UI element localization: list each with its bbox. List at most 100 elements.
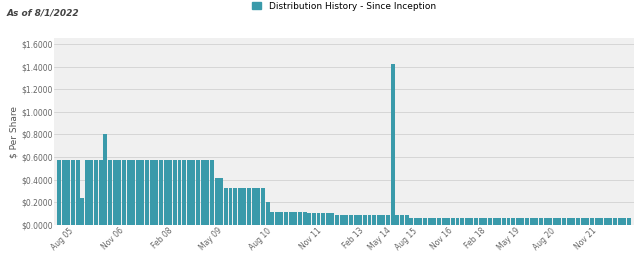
Bar bbox=[252, 188, 255, 225]
Bar bbox=[321, 213, 325, 225]
Bar bbox=[354, 215, 358, 225]
Bar bbox=[340, 215, 344, 225]
Y-axis label: $ Per Share: $ Per Share bbox=[10, 105, 19, 158]
Bar bbox=[210, 160, 214, 225]
Bar bbox=[293, 212, 298, 225]
Bar bbox=[330, 213, 334, 225]
Bar bbox=[344, 215, 348, 225]
Bar bbox=[113, 160, 116, 225]
Bar bbox=[567, 218, 571, 225]
Bar bbox=[446, 218, 450, 225]
Bar bbox=[67, 160, 70, 225]
Bar bbox=[483, 218, 487, 225]
Bar bbox=[191, 160, 195, 225]
Bar bbox=[349, 215, 353, 225]
Bar bbox=[390, 64, 395, 225]
Bar bbox=[214, 178, 218, 225]
Bar bbox=[451, 218, 455, 225]
Bar bbox=[414, 218, 418, 225]
Bar bbox=[266, 202, 269, 225]
Bar bbox=[168, 160, 172, 225]
Bar bbox=[572, 218, 575, 225]
Bar bbox=[303, 212, 307, 225]
Bar bbox=[599, 218, 603, 225]
Bar bbox=[159, 160, 163, 225]
Bar bbox=[61, 160, 66, 225]
Bar bbox=[437, 218, 441, 225]
Bar bbox=[140, 160, 145, 225]
Bar bbox=[196, 160, 200, 225]
Bar bbox=[187, 160, 191, 225]
Bar bbox=[404, 215, 408, 225]
Bar bbox=[298, 212, 302, 225]
Bar bbox=[470, 218, 474, 225]
Bar bbox=[205, 160, 209, 225]
Bar bbox=[423, 218, 427, 225]
Bar bbox=[488, 218, 492, 225]
Bar bbox=[433, 218, 436, 225]
Bar bbox=[396, 215, 399, 225]
Bar bbox=[367, 215, 371, 225]
Bar bbox=[456, 218, 460, 225]
Text: As of 8/1/2022: As of 8/1/2022 bbox=[6, 8, 79, 17]
Bar bbox=[90, 160, 93, 225]
Bar bbox=[312, 213, 316, 225]
Bar bbox=[622, 218, 627, 225]
Bar bbox=[201, 160, 205, 225]
Bar bbox=[590, 218, 594, 225]
Bar bbox=[238, 188, 242, 225]
Bar bbox=[122, 160, 126, 225]
Bar bbox=[289, 212, 292, 225]
Bar bbox=[127, 160, 131, 225]
Bar bbox=[442, 218, 445, 225]
Bar bbox=[511, 218, 515, 225]
Bar bbox=[618, 218, 621, 225]
Bar bbox=[99, 160, 102, 225]
Bar bbox=[131, 160, 135, 225]
Bar bbox=[57, 160, 61, 225]
Bar bbox=[543, 218, 548, 225]
Bar bbox=[474, 218, 478, 225]
Bar bbox=[261, 188, 265, 225]
Bar bbox=[409, 218, 413, 225]
Bar bbox=[553, 218, 557, 225]
Bar bbox=[164, 160, 168, 225]
Bar bbox=[576, 218, 580, 225]
Bar bbox=[609, 218, 612, 225]
Bar bbox=[326, 213, 330, 225]
Bar bbox=[493, 218, 497, 225]
Bar bbox=[580, 218, 584, 225]
Bar bbox=[460, 218, 464, 225]
Bar bbox=[85, 160, 89, 225]
Bar bbox=[419, 218, 422, 225]
Bar bbox=[539, 218, 543, 225]
Bar bbox=[243, 188, 246, 225]
Bar bbox=[557, 218, 561, 225]
Bar bbox=[154, 160, 158, 225]
Bar bbox=[525, 218, 529, 225]
Bar bbox=[530, 218, 534, 225]
Bar bbox=[76, 160, 79, 225]
Bar bbox=[358, 215, 362, 225]
Bar bbox=[280, 212, 284, 225]
Bar bbox=[520, 218, 524, 225]
Bar bbox=[400, 215, 404, 225]
Bar bbox=[497, 218, 501, 225]
Bar bbox=[516, 218, 520, 225]
Bar bbox=[317, 213, 321, 225]
Bar bbox=[548, 218, 552, 225]
Bar bbox=[136, 160, 140, 225]
Bar bbox=[220, 178, 223, 225]
Bar bbox=[275, 212, 279, 225]
Bar bbox=[233, 188, 237, 225]
Bar bbox=[150, 160, 154, 225]
Bar bbox=[108, 160, 112, 225]
Bar bbox=[595, 218, 598, 225]
Bar bbox=[534, 218, 538, 225]
Bar bbox=[173, 160, 177, 225]
Bar bbox=[586, 218, 589, 225]
Bar bbox=[428, 218, 432, 225]
Bar bbox=[562, 218, 566, 225]
Bar bbox=[604, 218, 608, 225]
Bar bbox=[465, 218, 468, 225]
